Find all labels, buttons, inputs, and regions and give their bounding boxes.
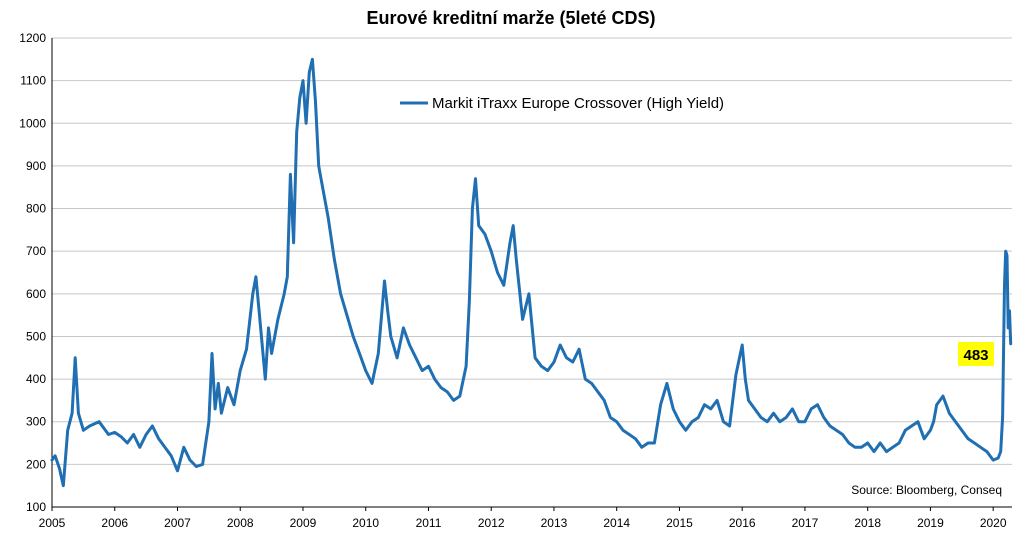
value-callout-label: 483 bbox=[963, 347, 988, 364]
chart-title: Eurové kreditní marže (5leté CDS) bbox=[366, 8, 655, 28]
y-tick-label: 700 bbox=[26, 244, 46, 258]
value-callout: 483 bbox=[958, 342, 994, 366]
x-tick-label: 2008 bbox=[227, 516, 254, 530]
x-tick-label: 2011 bbox=[416, 516, 442, 530]
legend-label: Markit iTraxx Europe Crossover (High Yie… bbox=[432, 95, 724, 112]
y-tick-label: 900 bbox=[26, 159, 46, 173]
y-tick-label: 800 bbox=[26, 202, 46, 216]
x-tick-label: 2019 bbox=[917, 516, 944, 530]
y-axis: 100 200 300 400 500 600 700 800 900 1000 1100 1200 bbox=[19, 31, 46, 514]
y-tick-label: 1100 bbox=[20, 74, 46, 88]
x-tick-label: 2018 bbox=[854, 516, 881, 530]
y-tick-label: 500 bbox=[26, 329, 46, 343]
y-tick-label: 200 bbox=[26, 457, 46, 471]
y-tick-label: 100 bbox=[26, 500, 46, 514]
series-line bbox=[50, 57, 1013, 488]
x-tick-label: 2010 bbox=[352, 516, 379, 530]
x-tick-label: 2006 bbox=[101, 516, 128, 530]
x-tick-label: 2014 bbox=[603, 516, 630, 530]
x-tick-label: 2007 bbox=[164, 516, 191, 530]
x-axis: 2005 2006 2007 2008 2009 2010 2011 2012 2013 2014… bbox=[39, 507, 1007, 530]
y-tick-label: 400 bbox=[26, 372, 46, 386]
legend: Markit iTraxx Europe Crossover (High Yie… bbox=[400, 95, 724, 112]
x-tick-label: 2017 bbox=[792, 516, 819, 530]
x-tick-label: 2020 bbox=[980, 516, 1007, 530]
x-tick-label: 2012 bbox=[478, 516, 505, 530]
source-note: Source: Bloomberg, Conseq bbox=[851, 483, 1002, 497]
y-tick-label: 600 bbox=[26, 287, 46, 301]
x-tick-label: 2009 bbox=[290, 516, 317, 530]
x-tick-label: 2005 bbox=[39, 516, 66, 530]
y-tick-label: 300 bbox=[26, 415, 46, 429]
x-tick-label: 2013 bbox=[541, 516, 568, 530]
y-tick-label: 1000 bbox=[19, 116, 46, 130]
y-tick-label: 1200 bbox=[19, 31, 46, 45]
x-tick-label: 2015 bbox=[666, 516, 693, 530]
value-callout-box bbox=[958, 342, 994, 366]
x-tick-label: 2016 bbox=[729, 516, 756, 530]
